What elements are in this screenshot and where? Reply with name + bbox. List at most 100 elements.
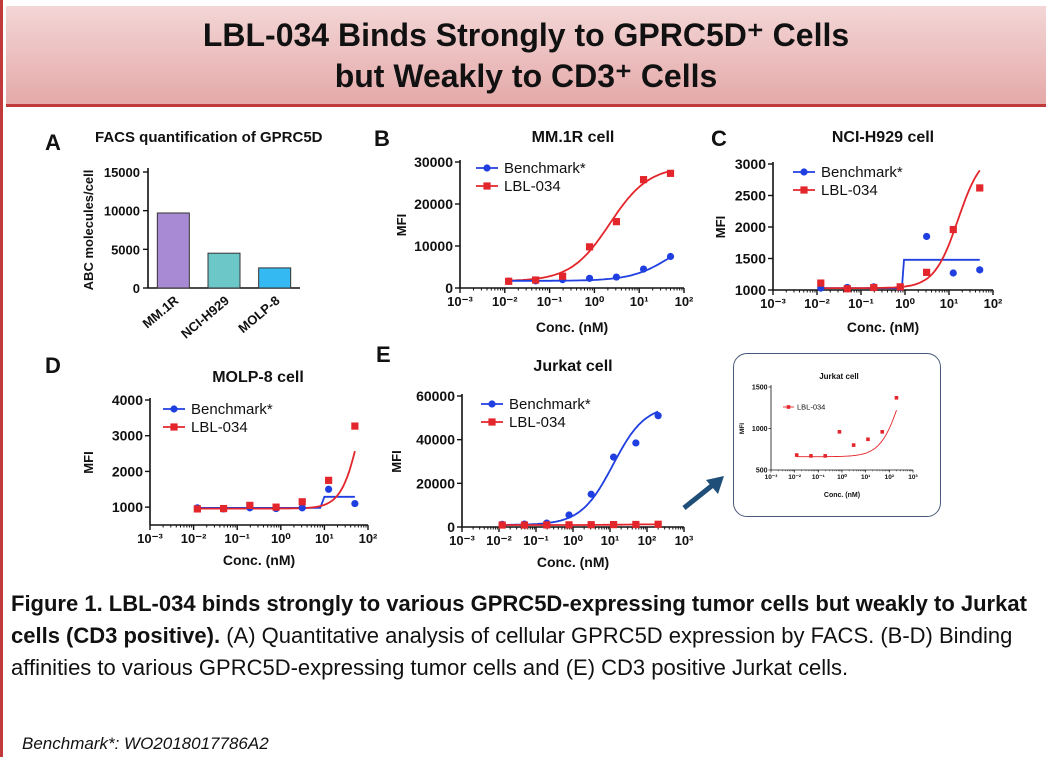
panel-letter: E [376, 342, 391, 367]
data-point [923, 268, 931, 276]
panel-letter: D [45, 353, 61, 378]
x-tick-label: 10² [984, 296, 1003, 311]
data-point [351, 499, 359, 508]
y-tick-label: 0 [133, 281, 140, 296]
x-tick-label: 10⁻² [492, 294, 518, 309]
x-tick-label: 10⁻¹ [224, 531, 250, 546]
x-tick-label: 10⁰ [563, 533, 583, 548]
chart-title: Jurkat cell [533, 358, 612, 375]
y-axis-label: MFI [739, 423, 746, 434]
data-point [565, 511, 573, 519]
bar [207, 252, 241, 289]
banner-title-line-1: LBL-034 Binds Strongly to GPRC5D⁺ Cells [202, 17, 850, 53]
x-tick-label: 10¹ [630, 294, 649, 309]
y-tick-label: 1500 [735, 251, 766, 267]
x-axis-label: Conc. (nM) [824, 492, 860, 499]
panel-e-jurkat-chart: E Jurkat cell MFI Conc. (nM) 0 20000 40000 6000… [376, 342, 694, 570]
legend-marker [488, 400, 496, 408]
data-point [609, 520, 618, 529]
x-tick-label: 10² [638, 533, 657, 548]
data-point [896, 283, 904, 291]
benchmark-footnote: Benchmark*: WO2018017786A2 [22, 734, 269, 753]
y-tick-label: 10000 [414, 238, 453, 254]
y-axis-label: MFI [81, 451, 96, 473]
data-point [612, 273, 621, 281]
data-point [837, 430, 842, 434]
data-point [976, 184, 984, 192]
x-tick-label: 10⁻² [788, 474, 802, 481]
y-tick-label: 30000 [414, 154, 453, 170]
panel-letter: A [45, 130, 61, 155]
legend-label: LBL-034 [797, 403, 825, 412]
x-tick-label: 10² [675, 294, 694, 309]
y-tick-label: 2000 [112, 463, 143, 479]
x-tick-label: 10⁻³ [760, 296, 786, 311]
x-tick-label: 10⁻¹ [812, 474, 825, 481]
data-point [880, 430, 885, 434]
figure-caption: Figure 1. LBL-034 binds strongly to vari… [11, 588, 1047, 684]
y-tick-label: 1000 [112, 499, 143, 515]
chart-title: NCI-H929 cell [832, 129, 934, 146]
legend-label: Benchmark* [504, 160, 586, 177]
data-point [587, 490, 595, 498]
panel-letter: B [374, 126, 390, 151]
data-point [505, 277, 513, 285]
y-tick-label: 1000 [735, 282, 766, 298]
legend-marker [483, 164, 491, 172]
y-axis-label: MFI [394, 214, 409, 236]
data-point [612, 218, 621, 226]
legend-marker [800, 186, 808, 194]
chart-title: MOLP-8 cell [212, 369, 304, 386]
y-tick-label: 5000 [111, 242, 140, 257]
y-axis-label: MFI [713, 216, 728, 238]
data-point [272, 503, 280, 511]
y-tick-label: 3000 [112, 428, 143, 444]
x-tick-label: 10⁰ [895, 296, 915, 311]
data-point [894, 395, 899, 400]
x-tick-label: 10³ [675, 533, 694, 548]
data-point [949, 269, 957, 277]
panel-b-mm1r-chart: B MM.1R cell MFI Conc. (nM) 0 10000 20000 30000… [374, 126, 694, 335]
data-point [298, 504, 306, 512]
x-tick-label: 10⁻³ [137, 531, 163, 546]
data-point [193, 505, 201, 513]
caption-bold: Figure 1. LBL-034 binds strongly to vari… [11, 591, 1027, 648]
fit-curve [796, 410, 897, 458]
data-point [817, 279, 825, 287]
y-tick-label: 2500 [735, 188, 766, 204]
data-point [585, 274, 594, 282]
data-point [532, 276, 540, 284]
data-point [639, 176, 648, 184]
data-point [246, 501, 254, 509]
data-point [809, 454, 813, 458]
data-point [794, 453, 799, 457]
x-tick-label: 10⁻³ [447, 294, 473, 309]
x-tick-label: MOLP-8 [235, 293, 282, 336]
bar [258, 267, 292, 289]
y-tick-label: 4000 [112, 392, 143, 408]
y-axis-label: MFI [389, 450, 404, 472]
x-tick-label: 10² [359, 531, 378, 546]
x-tick-label: 10⁻² [181, 531, 207, 546]
legend-marker [800, 168, 808, 176]
y-tick-label: 15000 [104, 165, 140, 180]
x-tick-label: 10⁻¹ [537, 294, 563, 309]
x-tick-label: 10⁰ [585, 294, 605, 309]
x-tick-label: 10¹ [601, 533, 620, 548]
panel-c-nci-h929-chart: C NCI-H929 cell MFI Conc. (nM) 1000 1500 2000 2… [711, 126, 1003, 335]
x-axis-label: Conc. (nM) [537, 554, 609, 570]
data-point [976, 266, 984, 274]
data-point [851, 443, 856, 447]
data-point [949, 225, 957, 234]
legend-marker [170, 405, 178, 413]
data-point [325, 476, 333, 484]
data-point [520, 521, 529, 529]
data-point [498, 521, 506, 529]
y-tick-label: 10000 [104, 204, 140, 219]
y-tick-label: 2000 [735, 219, 766, 235]
y-axis-label: ABC molecules/cell [81, 170, 96, 291]
data-point [325, 485, 333, 493]
x-tick-label: 10⁻¹ [523, 533, 549, 548]
legend-label: LBL-034 [504, 178, 561, 195]
data-point [866, 437, 870, 442]
